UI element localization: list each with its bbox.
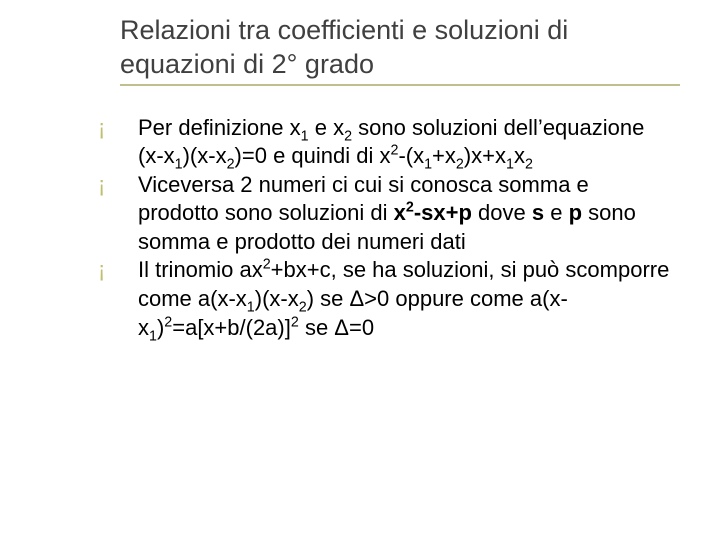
title-underline — [120, 84, 680, 86]
slide-title: Relazioni tra coefficienti e soluzioni d… — [120, 14, 680, 82]
bullet-text: Viceversa 2 numeri ci cui si conosca som… — [138, 172, 636, 254]
list-item: Per definizione x1 e x2 sono soluzioni d… — [98, 114, 670, 171]
bullet-text: Il trinomio ax2+bx+c, se ha soluzioni, s… — [138, 257, 669, 339]
bullet-text: Per definizione x1 e x2 sono soluzioni d… — [138, 115, 644, 169]
slide-body: Per definizione x1 e x2 sono soluzioni d… — [98, 114, 670, 343]
title-block: Relazioni tra coefficienti e soluzioni d… — [120, 14, 680, 86]
slide: Relazioni tra coefficienti e soluzioni d… — [0, 0, 720, 540]
bullet-list: Per definizione x1 e x2 sono soluzioni d… — [98, 114, 670, 343]
list-item: Il trinomio ax2+bx+c, se ha soluzioni, s… — [98, 256, 670, 342]
list-item: Viceversa 2 numeri ci cui si conosca som… — [98, 171, 670, 257]
